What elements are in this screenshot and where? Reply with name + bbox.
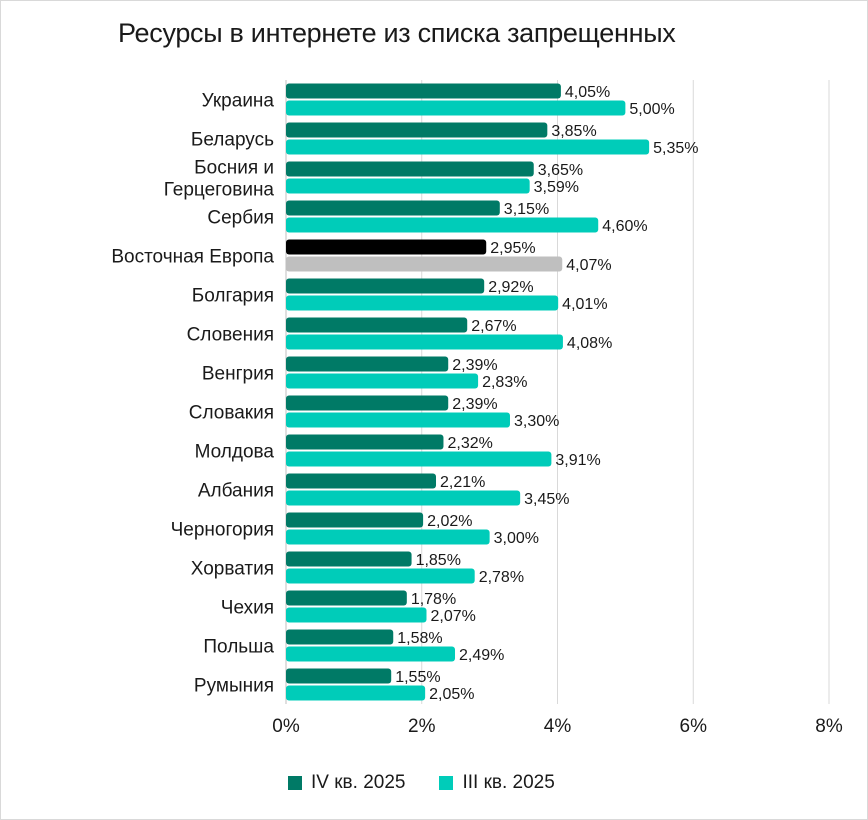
bar-series-1 [286,434,444,450]
category-label: Восточная Европа [111,247,274,268]
legend: IV кв. 2025 III кв. 2025 [288,772,555,794]
bar-series-2 [286,451,552,467]
bar-series-2 [286,178,530,194]
data-label: 2,32% [447,435,492,452]
bar-series-2 [286,373,479,389]
data-label: 4,07% [566,257,611,274]
legend-label-series-2: III кв. 2025 [462,772,555,793]
data-label: 3,00% [494,530,539,547]
bar-series-1 [286,317,468,333]
bar-series-1 [286,356,449,372]
category-label: Босния и Герцеговина [164,158,275,201]
bar-series-2 [286,100,626,116]
category-label: Хорватия [191,559,274,580]
data-label: 1,78% [411,591,456,608]
data-label: 4,60% [602,218,647,235]
data-label: 1,85% [416,552,461,569]
bar-series-1 [286,590,407,606]
x-tick-label: 4% [544,716,572,737]
data-label: 3,91% [555,452,600,469]
x-tick-label: 8% [815,716,843,737]
bar-series-2 [286,217,599,233]
bar-series-1 [286,278,485,294]
bar-series-1 [286,473,437,489]
bar-series-1 [286,239,487,255]
data-label: 4,05% [565,84,610,101]
category-label: Венгрия [202,364,274,385]
bar-series-1 [286,200,500,216]
data-label: 3,59% [534,179,579,196]
legend-swatch-series-2 [439,776,454,790]
data-label: 2,05% [429,686,474,703]
data-label: 2,67% [471,318,516,335]
legend-swatch-series-1 [288,776,302,790]
category-label-line: Герцеговина [164,180,275,201]
data-label: 3,85% [551,123,596,140]
data-label: 2,39% [452,396,497,413]
bar-series-2 [286,256,563,272]
bar-series-2 [286,568,475,584]
chart-title: Ресурсы в интернете из списка запрещенны… [118,18,676,48]
data-label: 2,95% [490,240,535,257]
category-label: Сербия [207,208,274,229]
category-label: Польша [203,637,274,658]
data-label: 2,92% [488,279,533,296]
legend-item-series-2: III кв. 2025 [439,772,555,794]
bar-series-2 [286,412,510,428]
x-tick-label: 0% [272,716,300,737]
bar-series-2 [286,334,563,350]
data-label: 5,35% [653,140,698,157]
category-label: Болгария [192,286,274,307]
data-label: 4,08% [567,335,612,352]
bar-series-1 [286,551,412,567]
category-label-line: Босния и [194,158,274,179]
bar-series-1 [286,161,534,177]
data-label: 2,83% [482,374,527,391]
category-label: Молдова [195,442,275,463]
category-label: Словакия [189,403,274,424]
x-tick-label: 2% [408,716,436,737]
data-label: 3,45% [524,491,569,508]
data-label: 1,58% [397,630,442,647]
data-label: 4,01% [562,296,607,313]
data-label: 2,07% [431,608,476,625]
bar-series-1 [286,395,449,411]
data-label: 1,55% [395,669,440,686]
data-label: 5,00% [629,101,674,118]
data-label: 3,15% [504,201,549,218]
bar-series-2 [286,295,559,311]
bar-series-2 [286,529,490,545]
data-label: 2,02% [427,513,472,530]
bar-series-1 [286,512,424,528]
data-label: 2,21% [440,474,485,491]
category-label: Словения [187,325,274,346]
bar-series-2 [286,490,521,506]
bar-series-2 [286,607,427,623]
category-label: Румыния [194,676,274,697]
legend-label-series-1: IV кв. 2025 [311,772,406,793]
legend-item-series-1: IV кв. 2025 [288,772,405,794]
bar-series-2 [286,646,456,662]
data-label: 3,30% [514,413,559,430]
category-label: Черногория [171,520,274,541]
category-label: Украина [202,91,275,112]
bar-series-1 [286,668,392,684]
data-label: 2,78% [479,569,524,586]
bar-series-1 [286,83,561,99]
category-label: Албания [198,481,274,502]
category-label: Чехия [221,598,274,619]
bar-series-1 [286,122,548,138]
data-label: 2,49% [459,647,504,664]
data-label: 3,65% [538,162,583,179]
bar-series-2 [286,685,426,701]
category-label: Беларусь [191,130,274,151]
data-label: 2,39% [452,357,497,374]
bar-series-2 [286,139,650,155]
x-tick-label: 6% [680,716,708,737]
bar-series-1 [286,629,394,645]
